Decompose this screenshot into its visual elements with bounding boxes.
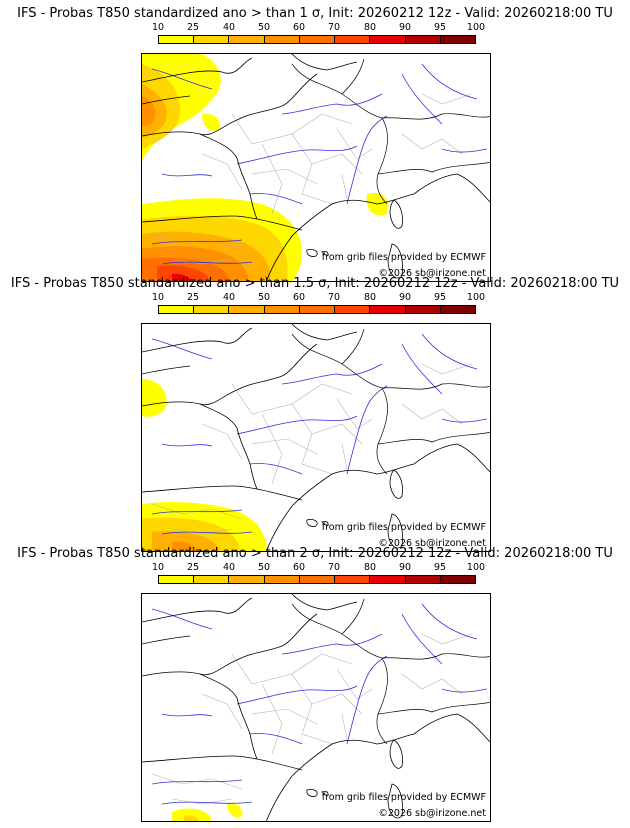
legend-swatch — [335, 36, 371, 43]
legend-tick: 25 — [186, 292, 200, 303]
probability-map: from grib files provided by ECMWF ©2026 … — [141, 53, 491, 282]
legend-swatch — [264, 36, 300, 43]
color-legend-bar — [158, 575, 476, 584]
legend-swatch — [264, 306, 300, 313]
legend-swatch — [370, 36, 406, 43]
copyright-credit: ©2026 sb@irizone.net — [378, 808, 486, 819]
legend-swatch — [335, 306, 371, 313]
legend-tick: 100 — [466, 562, 486, 573]
legend-tick: 10 — [151, 562, 165, 573]
legend-tick: 80 — [363, 292, 377, 303]
probability-field — [142, 54, 389, 281]
legend-tick: 100 — [466, 292, 486, 303]
legend-swatch — [194, 36, 230, 43]
legend-tick: 10 — [151, 292, 165, 303]
legend-swatch — [335, 576, 371, 583]
legend-swatch — [229, 36, 265, 43]
legend-swatch — [194, 576, 230, 583]
legend-tick: 25 — [186, 562, 200, 573]
legend-tick: 95 — [433, 562, 447, 573]
panel-title: IFS - Probas T850 standardized ano > tha… — [17, 546, 613, 561]
legend-tick: 40 — [222, 292, 236, 303]
legend-swatch — [440, 306, 475, 313]
legend-tick: 80 — [363, 22, 377, 33]
panel-title: IFS - Probas T850 standardized ano > tha… — [17, 6, 613, 21]
legend-swatch — [299, 576, 336, 583]
color-legend-bar — [158, 305, 476, 314]
legend-tick: 90 — [398, 562, 412, 573]
legend-tick: 70 — [327, 292, 341, 303]
legend-tick: 50 — [257, 22, 271, 33]
map-canvas — [142, 594, 490, 821]
source-credit: from grib files provided by ECMWF — [321, 252, 486, 263]
probability-field — [172, 803, 243, 821]
legend-tick: 70 — [327, 22, 341, 33]
legend-swatch — [440, 36, 475, 43]
probability-map: from grib files provided by ECMWF ©2026 … — [141, 593, 491, 822]
panel-sigma-2: IFS - Probas T850 standardized ano > tha… — [0, 546, 630, 822]
legend-swatch — [405, 306, 441, 313]
legend-swatch — [370, 306, 406, 313]
legend-swatch — [299, 306, 336, 313]
panel-sigma-1-5: IFS - Probas T850 standardized ano > tha… — [0, 276, 630, 552]
legend-labels: 10 25 40 50 60 70 80 90 95 100 — [141, 293, 491, 303]
legend-tick: 40 — [222, 562, 236, 573]
legend-swatch — [159, 576, 195, 583]
legend-tick: 60 — [292, 22, 306, 33]
source-credit: from grib files provided by ECMWF — [321, 522, 486, 533]
legend-tick: 95 — [433, 292, 447, 303]
legend-tick: 50 — [257, 562, 271, 573]
copyright-credit: ©2026 sb@irizone.net — [378, 538, 486, 549]
copyright-credit: ©2026 sb@irizone.net — [378, 268, 486, 279]
legend-labels: 10 25 40 50 60 70 80 90 95 100 — [141, 563, 491, 573]
panel-title: IFS - Probas T850 standardized ano > tha… — [10, 276, 620, 291]
color-legend-bar — [158, 35, 476, 44]
legend-tick: 80 — [363, 562, 377, 573]
legend-labels: 10 25 40 50 60 70 80 90 95 100 — [141, 23, 491, 33]
legend-tick: 40 — [222, 22, 236, 33]
legend-swatch — [159, 306, 195, 313]
probability-map: from grib files provided by ECMWF ©2026 … — [141, 323, 491, 552]
legend-swatch — [159, 36, 195, 43]
legend-tick: 90 — [398, 292, 412, 303]
legend-tick: 50 — [257, 292, 271, 303]
legend-swatch — [405, 576, 441, 583]
legend-swatch — [229, 306, 265, 313]
legend-tick: 60 — [292, 562, 306, 573]
legend-swatch — [299, 36, 336, 43]
legend-swatch — [370, 576, 406, 583]
panel-sigma-1: IFS - Probas T850 standardized ano > tha… — [0, 6, 630, 282]
map-canvas — [142, 324, 490, 551]
legend-tick: 25 — [186, 22, 200, 33]
legend-tick: 95 — [433, 22, 447, 33]
legend-tick: 100 — [466, 22, 486, 33]
map-canvas — [142, 54, 490, 281]
legend-swatch — [264, 576, 300, 583]
legend-tick: 70 — [327, 562, 341, 573]
legend-swatch — [229, 576, 265, 583]
legend-swatch — [194, 306, 230, 313]
legend-tick: 60 — [292, 292, 306, 303]
legend-swatch — [440, 576, 475, 583]
legend-tick: 90 — [398, 22, 412, 33]
source-credit: from grib files provided by ECMWF — [321, 792, 486, 803]
legend-tick: 10 — [151, 22, 165, 33]
legend-swatch — [405, 36, 441, 43]
probability-field — [142, 379, 267, 551]
